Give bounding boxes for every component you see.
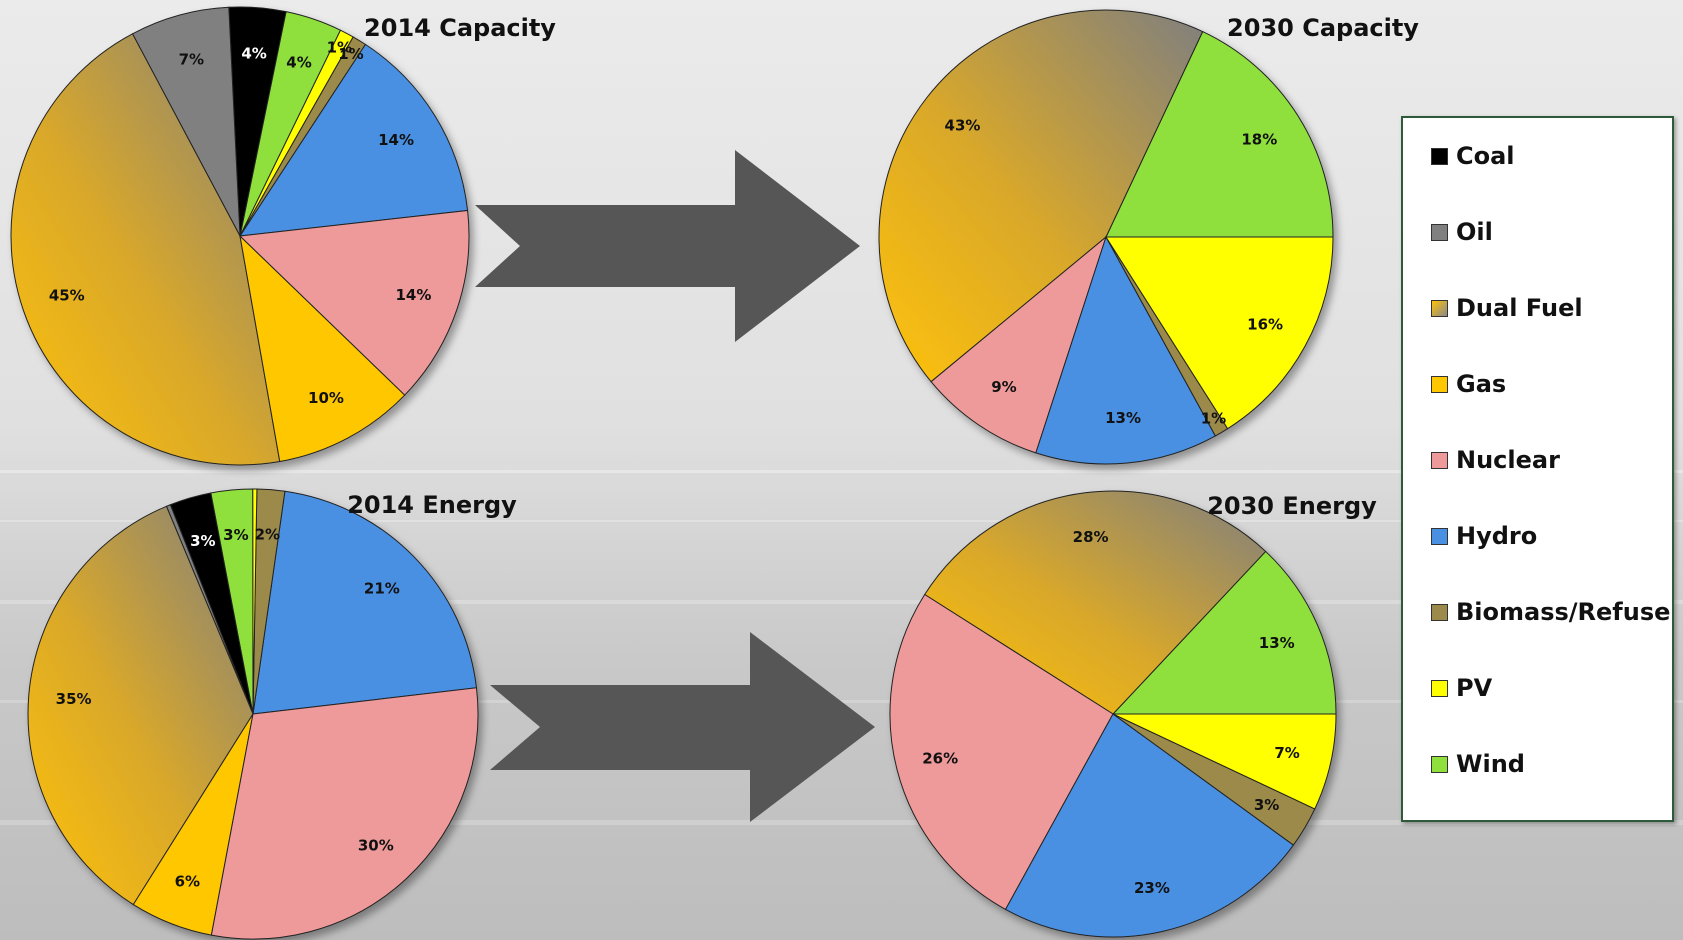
pie-slice-label: 9% bbox=[991, 378, 1016, 396]
legend-label: Nuclear bbox=[1456, 446, 1560, 474]
pie-slice-nuclear bbox=[238, 209, 470, 396]
background-streak bbox=[0, 700, 1683, 703]
pie-slice-label: 45% bbox=[49, 287, 85, 305]
pie-slice-dual-fuel bbox=[10, 33, 281, 466]
pie-2014-energy: 21% 2% 3% 3% 35% 6% 30% bbox=[27, 488, 479, 940]
legend-swatch bbox=[1431, 603, 1448, 621]
pie-slice-label: 16% bbox=[1247, 315, 1283, 333]
pie-slice-dual-fuel bbox=[27, 505, 254, 906]
pie-slice-label: 21% bbox=[364, 579, 400, 597]
background-streak bbox=[0, 600, 1683, 604]
pie-slice-label: 1% bbox=[327, 39, 352, 57]
pie-slice-label: 26% bbox=[922, 749, 958, 767]
pie-slice-nuclear bbox=[210, 687, 479, 940]
pie-slice-label: 7% bbox=[1274, 744, 1299, 762]
pie-slice-label: 6% bbox=[175, 873, 200, 891]
legend: Coal Oil Dual Fuel Gas Nuclear Hydro Bio… bbox=[1401, 116, 1674, 822]
chart-title: 2014 Energy bbox=[347, 491, 517, 519]
legend-label: Coal bbox=[1456, 142, 1515, 170]
pie-slice-label: 13% bbox=[1105, 409, 1141, 427]
legend-item-biomass-refuse: Biomass/Refuse bbox=[1431, 596, 1670, 628]
chart-title: 2014 Capacity bbox=[364, 14, 556, 42]
pie-slice-label: 14% bbox=[395, 286, 431, 304]
legend-swatch bbox=[1431, 375, 1448, 393]
legend-swatch bbox=[1431, 755, 1448, 773]
pie-slice-hydro bbox=[252, 490, 478, 715]
legend-swatch bbox=[1431, 299, 1448, 317]
legend-item-nuclear: Nuclear bbox=[1431, 444, 1560, 476]
pie-slice-hydro bbox=[1004, 713, 1295, 938]
pie-slice-hydro bbox=[1035, 235, 1217, 465]
pie-2014-capacity: 14% 1%1% 4% 4% 7% 45% 10% 14% bbox=[10, 6, 470, 466]
chart-title: 2030 Capacity bbox=[1227, 14, 1419, 42]
pie-slice-hydro bbox=[238, 43, 469, 237]
pie-slice-label: 18% bbox=[1241, 131, 1277, 149]
pie-2030-energy: 13% 28% 26% 23% 3% 7% bbox=[889, 490, 1337, 938]
pie-slice-nuclear bbox=[889, 593, 1114, 911]
pie-slice-label: 43% bbox=[945, 117, 981, 135]
background-streak bbox=[0, 520, 1683, 522]
legend-label: Wind bbox=[1456, 750, 1525, 778]
pie-slice-nuclear bbox=[930, 235, 1108, 454]
pie-slice-label: 30% bbox=[358, 837, 394, 855]
pie-2030-capacity: 18% 43% 9% 13% 1% 16% bbox=[878, 9, 1334, 465]
background-streak bbox=[0, 470, 1683, 473]
pie-slice-label: 28% bbox=[1073, 528, 1109, 546]
legend-label: Oil bbox=[1456, 218, 1493, 246]
legend-item-hydro: Hydro bbox=[1431, 520, 1537, 552]
legend-swatch bbox=[1431, 527, 1448, 545]
background-streak bbox=[0, 820, 1683, 825]
legend-label: Biomass/Refuse bbox=[1456, 598, 1671, 626]
pie-slice-label: 1% bbox=[1201, 410, 1226, 428]
pie-slice-label: 1% bbox=[338, 45, 363, 63]
pie-slice-dual-fuel bbox=[878, 9, 1204, 383]
pie-slice-label: 4% bbox=[286, 54, 311, 72]
pie-slice-wind bbox=[1111, 550, 1337, 715]
legend-item-gas: Gas bbox=[1431, 368, 1506, 400]
legend-item-dual-fuel: Dual Fuel bbox=[1431, 292, 1583, 324]
legend-swatch bbox=[1431, 679, 1448, 697]
arrow-right-bottom bbox=[490, 632, 875, 822]
pie-slice-pv bbox=[1112, 713, 1337, 810]
pie-slice-label: 3% bbox=[1254, 796, 1279, 814]
pie-slice-label: 13% bbox=[1259, 634, 1295, 652]
pie-slice-label: 3% bbox=[190, 532, 215, 550]
pie-slice-gas bbox=[239, 234, 406, 463]
pie-slice-label: 4% bbox=[241, 44, 266, 62]
pie-slice-wind bbox=[1105, 30, 1334, 238]
pie-slice-label: 14% bbox=[378, 131, 414, 149]
legend-item-coal: Coal bbox=[1431, 140, 1515, 172]
legend-item-wind: Wind bbox=[1431, 748, 1525, 780]
pie-slice-label: 23% bbox=[1134, 879, 1170, 897]
legend-item-oil: Oil bbox=[1431, 216, 1493, 248]
legend-item-pv: PV bbox=[1431, 672, 1492, 704]
pie-slice-label: 2% bbox=[255, 526, 280, 544]
legend-label: PV bbox=[1456, 674, 1493, 702]
arrow-right-top bbox=[475, 150, 860, 342]
pie-slice-label: 35% bbox=[56, 690, 92, 708]
legend-label: Gas bbox=[1456, 370, 1507, 398]
pie-slice-label: 3% bbox=[223, 526, 248, 544]
legend-label: Hydro bbox=[1456, 522, 1538, 550]
legend-swatch bbox=[1431, 147, 1448, 165]
pie-slice-label: 7% bbox=[179, 50, 204, 68]
legend-label: Dual Fuel bbox=[1456, 294, 1583, 322]
legend-swatch bbox=[1431, 451, 1448, 469]
pie-slice-label: 10% bbox=[308, 389, 344, 407]
pie-slice-dual-fuel bbox=[924, 490, 1267, 715]
chart-title: 2030 Energy bbox=[1207, 492, 1377, 520]
pie-slice-pv bbox=[1105, 236, 1334, 430]
legend-swatch bbox=[1431, 223, 1448, 241]
